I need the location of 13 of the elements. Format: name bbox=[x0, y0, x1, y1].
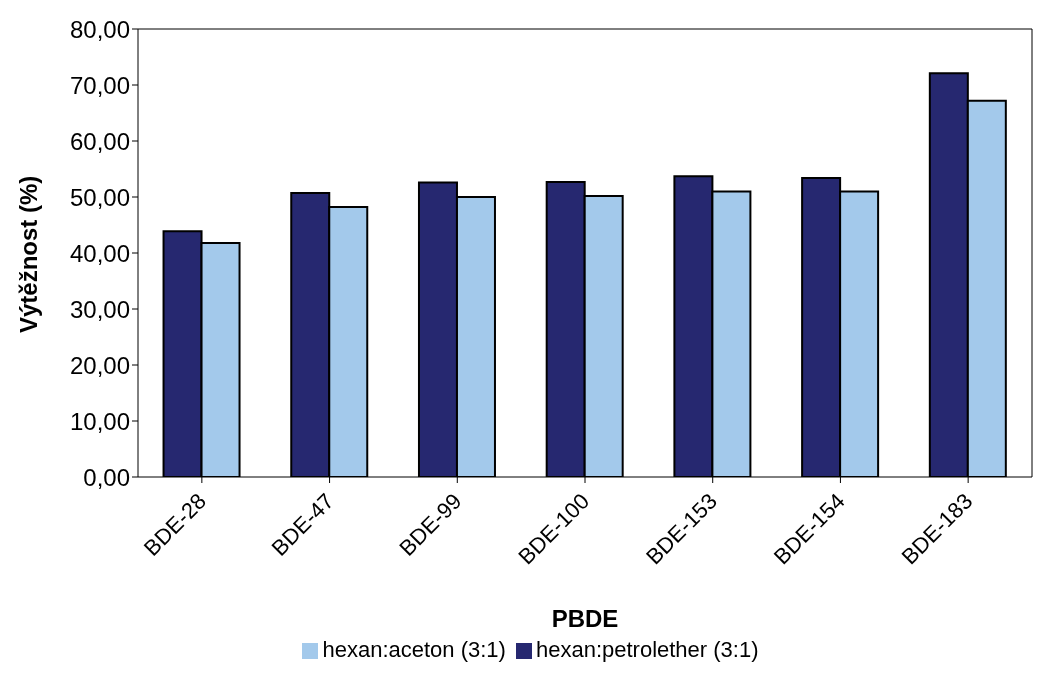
y-tick-label: 0,00 bbox=[83, 463, 130, 491]
y-tick-label: 50,00 bbox=[69, 183, 130, 211]
x-axis-title: PBDE bbox=[551, 605, 619, 632]
legend-label: hexan:petrolether (3:1) bbox=[535, 637, 759, 662]
legend-label: hexan:aceton (3:1) bbox=[322, 637, 506, 662]
y-tick-label: 20,00 bbox=[69, 351, 130, 379]
y-tick-label: 60,00 bbox=[69, 127, 130, 155]
y-tick-label: 10,00 bbox=[69, 407, 130, 435]
y-tick-label: 80,00 bbox=[69, 15, 130, 43]
y-tick-label: 40,00 bbox=[69, 239, 130, 267]
y-tick-label: 30,00 bbox=[69, 295, 130, 323]
y-tick-label: 70,00 bbox=[69, 71, 130, 99]
y-axis-title: Výtěžnost (%) bbox=[14, 175, 42, 333]
